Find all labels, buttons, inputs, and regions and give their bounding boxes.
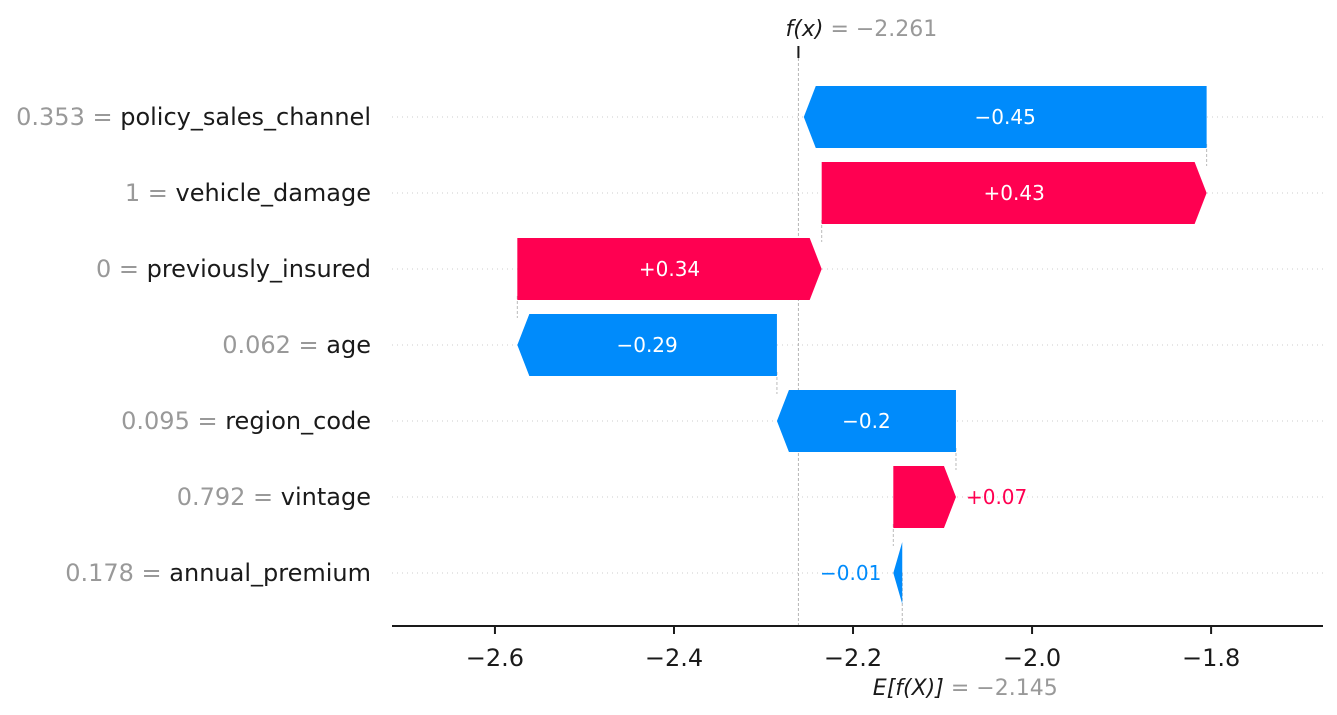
feature-label: 0.792 = vintage <box>177 483 371 511</box>
feature-name: region_code <box>225 407 371 435</box>
feature-label: 0.062 = age <box>222 331 371 359</box>
bar-policy-sales-channel <box>803 86 1207 148</box>
feature-value: 0.353 = <box>16 103 120 131</box>
bar-value-label: −0.45 <box>975 105 1036 129</box>
bar-value-label: +0.07 <box>966 485 1027 509</box>
contribution-bars: −0.45 +0.43 +0.34 −0.29 −0.2 +0.07 −0.01 <box>517 86 1207 604</box>
bar-value-label: +0.34 <box>639 257 700 281</box>
bar-value-label: +0.43 <box>984 181 1045 205</box>
feature-name: annual_premium <box>169 559 371 587</box>
feature-name: policy_sales_channel <box>120 103 371 131</box>
feature-label: 0 = previously_insured <box>96 255 371 283</box>
efx-value: −2.145 <box>976 676 1057 701</box>
feature-value: 0.062 = <box>222 331 326 359</box>
efx-equals: = <box>944 676 976 701</box>
x-tick-label: −2.4 <box>645 644 703 672</box>
feature-name: previously_insured <box>147 255 371 283</box>
bar-value-label: −0.01 <box>820 561 881 585</box>
x-tick-label: −2.6 <box>466 644 524 672</box>
efx-annotation: E[f(X)] = −2.145 <box>873 676 1058 701</box>
fx-value: −2.261 <box>856 17 937 42</box>
bar-region-code <box>776 390 956 452</box>
feature-value: 0.792 = <box>177 483 281 511</box>
x-tick-label: −1.8 <box>1182 644 1240 672</box>
feature-name: vehicle_damage <box>175 179 371 207</box>
bar-vehicle-damage <box>821 162 1207 224</box>
feature-labels: 0.353 = policy_sales_channel 1 = vehicle_… <box>16 103 371 587</box>
feature-label: 0.178 = annual_premium <box>65 559 371 587</box>
x-axis: −2.6 −2.4 −2.2 −2.0 −1.8 <box>392 625 1323 672</box>
fx-label: f(x) <box>786 17 824 42</box>
feature-value: 0.095 = <box>121 407 225 435</box>
feature-name: vintage <box>281 483 371 511</box>
bar-value-label: −0.2 <box>842 409 891 433</box>
feature-value: 1 = <box>125 179 176 207</box>
x-tick-label: −2.2 <box>824 644 882 672</box>
bar-annual-premium <box>893 542 903 604</box>
feature-label: 0.353 = policy_sales_channel <box>16 103 371 131</box>
bar-value-label: −0.29 <box>616 333 677 357</box>
feature-label: 1 = vehicle_damage <box>125 179 371 207</box>
feature-label: 0.095 = region_code <box>121 407 371 435</box>
bar-previously-insured <box>517 238 822 300</box>
feature-value: 0 = <box>96 255 147 283</box>
x-tick-label: −2.0 <box>1003 644 1061 672</box>
efx-label: E[f(X)] <box>873 676 944 701</box>
feature-value: 0.178 = <box>65 559 169 587</box>
bar-age <box>517 314 777 376</box>
bar-vintage <box>893 466 956 528</box>
fx-equals: = <box>823 17 855 42</box>
feature-name: age <box>326 331 371 359</box>
fx-annotation: f(x) = −2.261 <box>786 17 938 42</box>
